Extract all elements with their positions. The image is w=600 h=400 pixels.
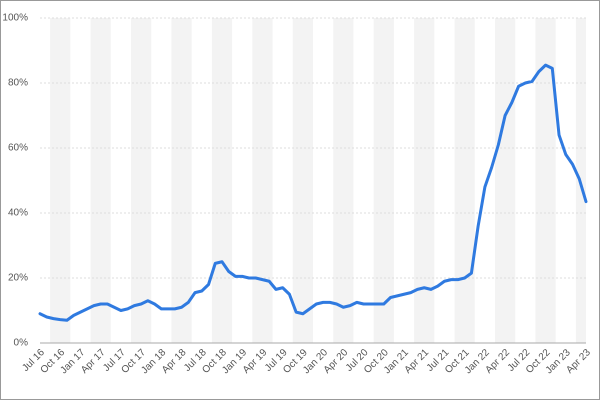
band	[373, 18, 394, 343]
band	[495, 18, 516, 343]
band	[50, 18, 71, 343]
band	[333, 18, 354, 343]
line	[38, 63, 588, 322]
y-tick-label: 60%	[8, 143, 28, 154]
y-tick-label: 0%	[14, 338, 29, 349]
band	[454, 18, 475, 343]
band	[535, 18, 556, 343]
y-tick-label: 80%	[8, 78, 28, 89]
band	[131, 18, 152, 343]
y-tick-label: 20%	[8, 273, 28, 284]
band	[414, 18, 435, 343]
band	[252, 18, 273, 343]
band	[211, 18, 233, 343]
y-tick-label: 40%	[8, 208, 28, 219]
band	[171, 18, 192, 343]
band	[90, 18, 111, 343]
y-tick-label: 100%	[2, 13, 28, 24]
band	[292, 18, 313, 343]
